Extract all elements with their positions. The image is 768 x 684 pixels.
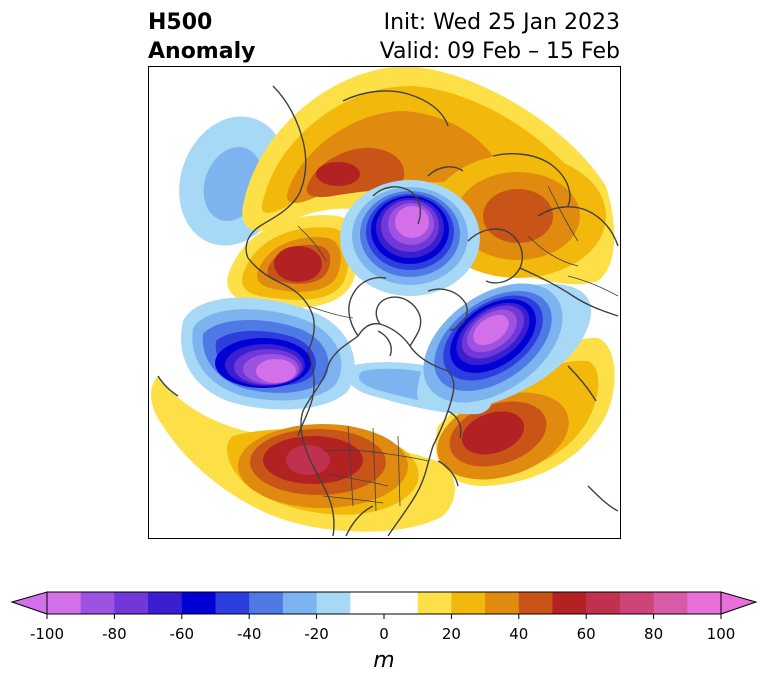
title-variable: H500 (148, 10, 213, 35)
colorbar-segment (384, 592, 419, 614)
negative-anomaly-polar-vortex (340, 180, 480, 296)
colorbar-segment (485, 592, 520, 614)
colorbar-segment (619, 592, 655, 614)
colorbar-segment (687, 592, 722, 614)
colorbar-segment (552, 592, 587, 614)
colorbar-segment (653, 592, 688, 614)
negative-anomaly-north-atlantic (417, 283, 592, 411)
colorbar-segment (80, 592, 115, 614)
colorbar-segment (215, 592, 250, 614)
colorbar-tick-label: 0 (379, 625, 389, 643)
colorbar-tick-label: -80 (102, 625, 127, 643)
colorbar-tick-marks (46, 614, 722, 619)
colorbar-segment (586, 592, 621, 614)
colorbar-segment (417, 592, 452, 614)
colorbar-segment (249, 592, 284, 614)
anomaly-map (148, 66, 621, 539)
colorbar-tick-label: -40 (236, 625, 262, 643)
positive-anomaly-atlantic (435, 337, 615, 486)
political-borders (297, 185, 619, 512)
colorbar-segment (451, 592, 486, 614)
valid-range: Valid: 09 Feb – 15 Feb (379, 39, 620, 64)
colorbar-segments (47, 592, 722, 614)
colorbar-segment (181, 592, 216, 614)
title-right: Init: Wed 25 Jan 2023 Valid: 09 Feb – 15… (300, 8, 620, 66)
colorbar-tick-label: 20 (441, 625, 461, 643)
colorbar (10, 591, 758, 619)
colorbar-tick-label: 80 (644, 625, 664, 643)
colorbar-segment (316, 592, 351, 614)
colorbar-tick-label: 100 (706, 625, 736, 643)
colorbar-tick-label: 40 (509, 625, 529, 643)
colorbar-segment (350, 592, 385, 614)
colorbar-segment (47, 592, 82, 614)
colorbar-segment (114, 592, 149, 614)
title-left: H500 Anomaly (148, 8, 255, 66)
colorbar-segment (148, 592, 183, 614)
title-field: Anomaly (148, 39, 256, 64)
colorbar-tick-label: -20 (304, 625, 329, 643)
negative-anomaly-pacific (181, 297, 355, 410)
colorbar-unit: m (373, 648, 395, 673)
coastlines (157, 85, 619, 537)
positive-anomaly-southwest-us (151, 376, 455, 532)
init-date: Init: Wed 25 Jan 2023 (383, 10, 620, 35)
colorbar-tick-label: 60 (576, 625, 596, 643)
colorbar-tick-label: -100 (29, 625, 65, 643)
colorbar-tick-label: -60 (169, 625, 195, 643)
colorbar-segment (518, 592, 553, 614)
colorbar-max-extension (720, 591, 758, 615)
map-frame (148, 66, 621, 539)
colorbar-min-extension (10, 591, 48, 615)
colorbar-segment (282, 592, 318, 614)
